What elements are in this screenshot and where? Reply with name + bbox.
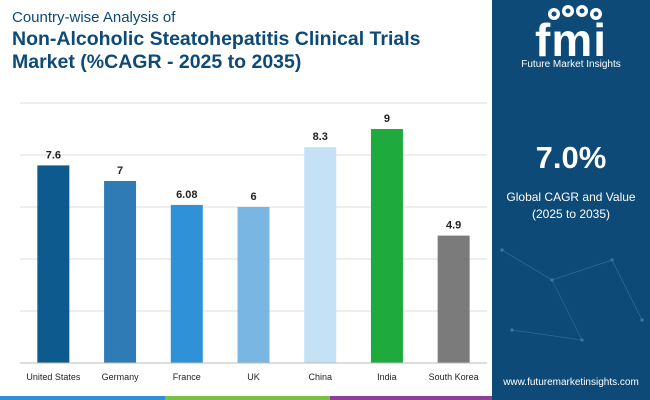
x-tick-label: United States: [26, 372, 81, 382]
bar-south-korea: [437, 235, 470, 363]
x-tick-label: Germany: [102, 372, 140, 382]
x-tick-label: UK: [247, 372, 260, 382]
global-cagr-value: 7.0%: [535, 140, 607, 175]
data-label: 6: [250, 191, 256, 203]
x-tick-label: South Korea: [429, 372, 479, 382]
bar-france: [170, 204, 203, 363]
x-tick-label: France: [173, 372, 201, 382]
x-tick-label: China: [308, 372, 332, 382]
strip-segment: [330, 396, 492, 400]
bar-china: [304, 147, 337, 363]
bar-chart: 7.6 United States 7 Germany 6.08 France 6 UK 8.3…: [20, 102, 487, 382]
data-label: 6.08: [176, 189, 197, 201]
brand-name: Future Market Insights: [521, 59, 621, 70]
bar-india: [370, 129, 403, 363]
data-label: 8.3: [313, 131, 328, 143]
strip-segment: [492, 396, 650, 400]
chart-title: Non-Alcoholic Steatohepatitis Clinical T…: [12, 28, 421, 73]
strip-segment: [0, 396, 165, 400]
data-label: 7.6: [46, 149, 61, 161]
decorative-network-pattern: [500, 248, 644, 342]
fmi-logo-icon: fmi: [535, 5, 607, 66]
bar-germany: [104, 181, 137, 363]
data-label: 9: [384, 113, 390, 125]
chart-subtitle: Country-wise Analysis of: [12, 9, 176, 26]
global-cagr-label: Global CAGR and Value (2025 to 2035): [506, 190, 636, 221]
data-label: 4.9: [446, 220, 461, 232]
website-link[interactable]: www.futuremarketinsights.com: [503, 377, 639, 388]
data-label: 7: [117, 165, 123, 177]
strip-segment: [165, 396, 330, 400]
bar-united-states: [37, 165, 70, 363]
x-tick-label: India: [377, 372, 397, 382]
info-panel: fmi Future Market Insights: [492, 0, 650, 400]
bar-uk: [237, 207, 270, 363]
svg-text:fmi: fmi: [535, 14, 607, 66]
